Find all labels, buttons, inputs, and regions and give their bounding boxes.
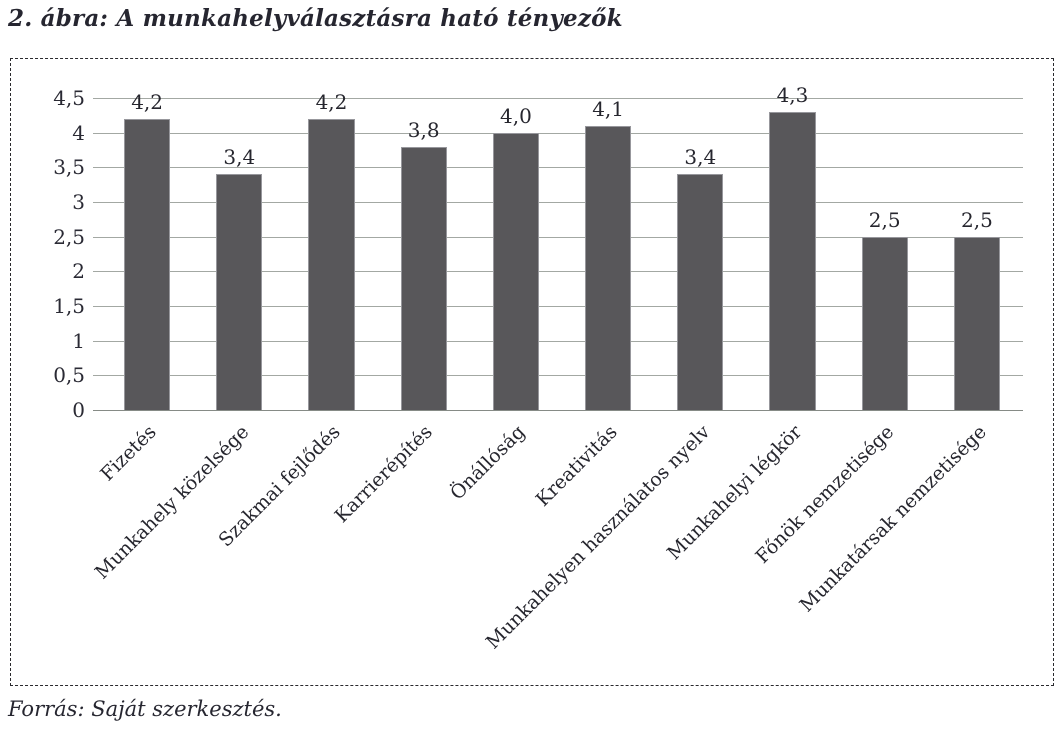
y-axis-tick-label: 3,5 xyxy=(53,155,85,180)
plot-area: 4,5 4 3,5 3 2,5 2 1,5 1 0,5 0 4,2 Fizetés 3,4 Munkahe… xyxy=(53,83,1023,653)
y-axis-tick-label: 2 xyxy=(72,259,85,284)
bar-value-label: 3,4 xyxy=(223,145,256,170)
gridline xyxy=(93,98,1023,99)
y-axis-tick-label: 1 xyxy=(72,328,85,353)
bar xyxy=(308,118,355,410)
y-axis-tick-label: 4 xyxy=(72,120,85,145)
gridline xyxy=(93,306,1023,307)
y-axis-tick-label: 2,5 xyxy=(53,224,85,249)
gridline xyxy=(93,236,1023,238)
bar xyxy=(769,111,816,410)
gridline xyxy=(93,375,1023,377)
y-axis-tick-label: 0,5 xyxy=(53,363,85,388)
gridline xyxy=(93,202,1023,203)
bar xyxy=(585,125,632,410)
bar-value-label: 4,1 xyxy=(592,96,624,121)
bar-value-label: 4,2 xyxy=(131,89,163,114)
bar xyxy=(400,146,447,410)
gridline xyxy=(93,340,1023,342)
y-axis-tick-label: 4,5 xyxy=(53,86,85,110)
bar-value-label: 3,4 xyxy=(684,145,717,170)
bar xyxy=(677,174,724,410)
bar xyxy=(124,118,171,410)
x-axis-label: Fizetés xyxy=(96,421,161,486)
y-axis-tick-label: 0 xyxy=(72,398,85,422)
figure-title: 2. ábra: A munkahelyválasztásra ható tén… xyxy=(8,5,623,32)
bar-value-label: 4,3 xyxy=(776,82,809,107)
y-axis-tick-label: 1,5 xyxy=(53,294,85,318)
x-axis-label: Karrierépítés xyxy=(331,421,438,528)
bar xyxy=(216,174,263,410)
bar-value-label: 4,2 xyxy=(315,89,348,114)
gridline xyxy=(93,132,1023,134)
x-axis-label: Kreativitás xyxy=(531,421,622,511)
gridline xyxy=(93,410,1023,411)
bar xyxy=(953,236,1000,410)
x-axis-label: Munkatársak nemzetisége xyxy=(795,421,991,617)
x-axis-label: Munkahely közelsége xyxy=(90,421,253,584)
gridline xyxy=(93,271,1023,273)
figure-source-caption: Forrás: Saját szerkesztés. xyxy=(8,697,282,721)
bar xyxy=(492,132,539,410)
bar xyxy=(861,236,908,410)
bar-value-label: 3,8 xyxy=(407,117,440,142)
bar-value-label: 2,5 xyxy=(960,207,993,232)
bar-value-label: 2,5 xyxy=(868,207,901,232)
x-axis-label: Önállóság xyxy=(446,421,530,505)
bar-value-label: 4,0 xyxy=(499,103,532,128)
y-axis-tick-label: 3 xyxy=(72,190,85,214)
bar-chart: 4,5 4 3,5 3 2,5 2 1,5 1 0,5 0 4,2 Fizetés 3,4 Munkahe… xyxy=(10,58,1054,686)
gridline xyxy=(93,167,1023,169)
